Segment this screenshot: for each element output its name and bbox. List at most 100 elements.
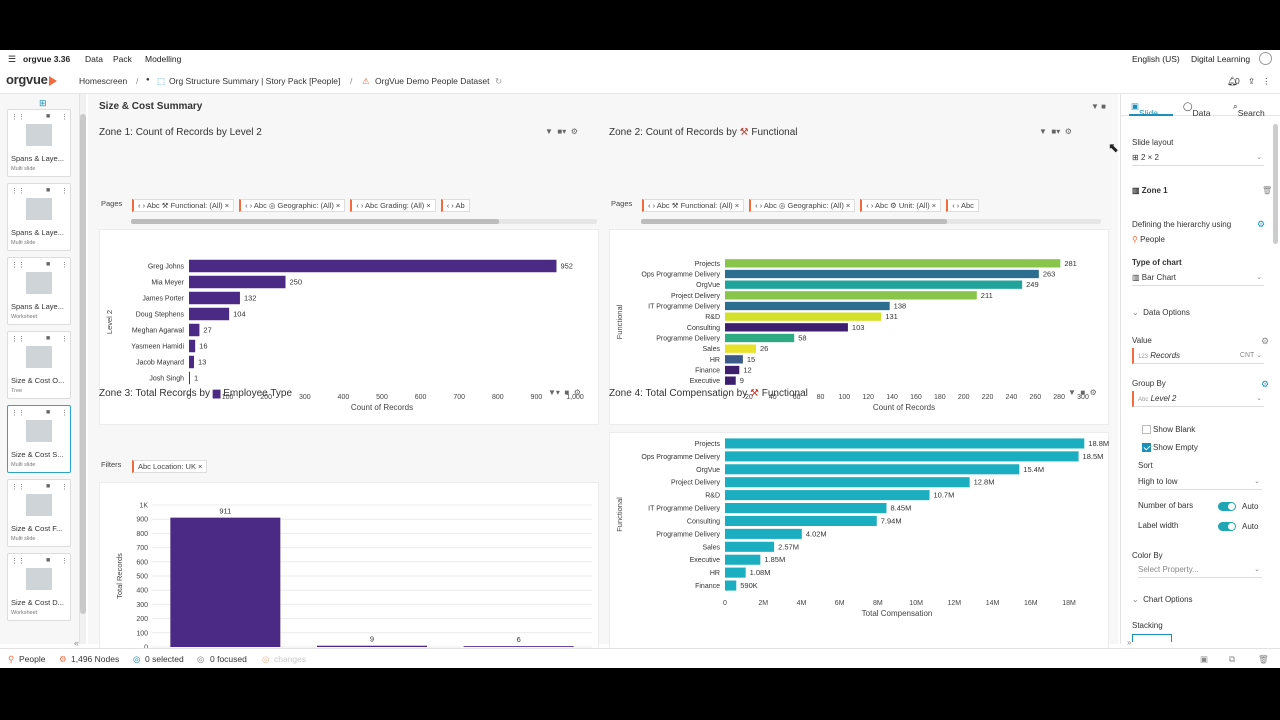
delete-zone-icon[interactable]: 🗑︎ <box>1262 186 1273 195</box>
drag-handle-icon[interactable]: ⋮⋮ <box>11 188 25 195</box>
breadcrumb-homescreen[interactable]: Homescreen <box>79 76 128 86</box>
zone1-chip-more[interactable]: ‹ › Ab <box>440 199 470 212</box>
more-icon[interactable]: ⋮ <box>1262 76 1271 86</box>
refresh-icon[interactable]: ↻ <box>495 76 503 86</box>
value-settings-icon[interactable]: ⚙ <box>1261 336 1270 346</box>
zone1-chip-geographic[interactable]: ‹ › Abc ◎ Geographic: (All) × <box>239 199 346 212</box>
tab-slide[interactable]: ▣ Slide <box>1131 101 1158 118</box>
tick-label: 100 <box>222 394 234 401</box>
slide-card[interactable]: ⋮⋮ ■ ⋮ Size & Cost F... Multi slide <box>7 479 71 547</box>
slide-card[interactable]: ⋮⋮ ■ ⋮ Spans & Laye... Multi slide <box>7 183 71 251</box>
slide-card[interactable]: ⋮⋮ ■ ⋮ Size & Cost O... Tree <box>7 331 71 399</box>
hierarchy-settings-icon[interactable]: ⚙ <box>1257 219 1266 229</box>
add-slide-icon[interactable]: ⊞ <box>39 98 47 108</box>
tab-search[interactable]: ⌕ Search <box>1233 101 1265 118</box>
status-people[interactable]: People <box>19 654 46 664</box>
hierarchy-value[interactable]: ⚲ People <box>1132 235 1165 244</box>
export-icon[interactable]: ▣ <box>1200 654 1209 664</box>
slide-menu-icon[interactable]: ⋮ <box>61 262 68 269</box>
menu-data[interactable]: Data <box>85 54 103 64</box>
group-by-settings-icon[interactable]: ⚙ <box>1261 379 1270 389</box>
share-icon[interactable]: ⇪ <box>1248 76 1256 86</box>
zone2-chip-unit[interactable]: ‹ › Abc ⚙ Unit: (All) × <box>860 199 942 212</box>
drag-handle-icon[interactable]: ⋮⋮ <box>11 262 25 269</box>
copy-icon[interactable]: ⧉ <box>1229 654 1236 664</box>
language-menu[interactable]: English (US) <box>1132 54 1180 64</box>
drag-handle-icon[interactable]: ⋮⋮ <box>11 114 25 121</box>
zone1-filter-icon[interactable]: ▼ <box>545 127 553 136</box>
hamburger-icon[interactable]: ☰ <box>8 54 17 64</box>
slide-list-scrollbar[interactable] <box>80 94 86 644</box>
zone1-chip-grading[interactable]: ‹ › Abc Grading: (All) × <box>350 199 436 212</box>
drag-handle-icon[interactable]: ⋮⋮ <box>11 410 25 417</box>
zone4-filter-icon[interactable]: ▼ <box>1068 388 1076 397</box>
zone3-chart-type-icon[interactable]: ■ <box>564 388 570 397</box>
tab-data[interactable]: ◯ Data <box>1183 101 1211 118</box>
present-icon[interactable]: ■ <box>1101 102 1106 111</box>
scrollbar-thumb[interactable] <box>80 114 86 614</box>
show-empty-checkbox[interactable] <box>1142 443 1151 452</box>
navbar: orgvue Homescreen / ● ⬚ Org Structure Su… <box>0 68 1280 94</box>
zone2-pages-scrollbar[interactable] <box>641 219 1101 224</box>
data-options-section[interactable]: ⌄ Data Options <box>1132 308 1190 317</box>
zone3-chip-location[interactable]: Abc Location: UK × <box>132 460 208 473</box>
slide-menu-icon[interactable]: ⋮ <box>61 336 68 343</box>
slide-card[interactable]: ⋮⋮ ■ ⋮ Size & Cost S... Multi slide <box>7 405 71 473</box>
zone2-filter-icon[interactable]: ▼ <box>1039 127 1047 136</box>
label-width-toggle[interactable] <box>1218 522 1236 531</box>
value-field-select[interactable]: 123 Records CNT ⌄ <box>1132 348 1264 364</box>
slide-layout-select[interactable]: ⊞ 2 × 2 ⌄ <box>1132 150 1264 166</box>
drag-handle-icon[interactable]: ⋮⋮ <box>11 336 25 343</box>
slide-menu-icon[interactable]: ⋮ <box>61 188 68 195</box>
breadcrumb-dataset[interactable]: OrgVue Demo People Dataset <box>375 76 490 86</box>
zone1-chart-type-icon[interactable]: ■▾ <box>557 127 567 136</box>
zone2-chip-functional[interactable]: ‹ › Abc ⚒ Functional: (All) × <box>642 199 745 212</box>
zone2-chip-geographic[interactable]: ‹ › Abc ◎ Geographic: (All) × <box>749 199 856 212</box>
slide-card[interactable]: ⋮⋮ ■ ⋮ Spans & Laye... Worksheet <box>7 257 71 325</box>
filter-icon[interactable]: ▼ <box>1091 102 1099 111</box>
menu-pack[interactable]: Pack <box>113 54 132 64</box>
zone4-settings-icon[interactable]: ⚙ <box>1089 388 1097 397</box>
scrollbar-thumb[interactable] <box>131 219 499 224</box>
zone3-settings-icon[interactable]: ⚙ <box>573 388 581 397</box>
zone2-settings-icon[interactable]: ⚙ <box>1064 127 1072 136</box>
group-by-field-select[interactable]: Abc Level 2 ⌄ <box>1132 391 1264 407</box>
tick-label: 80 <box>817 394 825 401</box>
menu-modelling[interactable]: Modelling <box>145 54 182 64</box>
zone3-chart: 01002003004005006007008009001K911Full ti… <box>99 482 599 668</box>
expand-panel-icon[interactable]: » <box>1127 638 1132 647</box>
collapse-panel-icon[interactable]: « <box>74 638 80 648</box>
slide-menu-icon[interactable]: ⋮ <box>61 558 68 565</box>
breadcrumb-story-pack[interactable]: Org Structure Summary | Story Pack [Peop… <box>169 76 341 86</box>
zone4-chart-type-icon[interactable]: ■ <box>1080 388 1086 397</box>
slide-menu-icon[interactable]: ⋮ <box>61 114 68 121</box>
bell-icon[interactable]: 🔔︎ <box>1227 76 1238 86</box>
slide-menu-icon[interactable]: ⋮ <box>61 410 68 417</box>
chart-type-select[interactable]: ▥ Bar Chart ⌄ <box>1132 270 1264 286</box>
orgvue-logo[interactable]: orgvue <box>6 72 57 87</box>
color-by-select[interactable]: Select Property... ⌄ <box>1138 562 1262 578</box>
drag-handle-icon[interactable]: ⋮⋮ <box>11 558 25 565</box>
slide-menu-icon[interactable]: ⋮ <box>61 484 68 491</box>
sort-select[interactable]: High to low ⌄ <box>1138 474 1262 490</box>
bar <box>170 517 281 647</box>
zone1-chip-functional[interactable]: ‹ › Abc ⚒ Functional: (All) × <box>132 199 235 212</box>
zone1-pages-scrollbar[interactable] <box>131 219 597 224</box>
show-blank-checkbox[interactable] <box>1142 425 1151 434</box>
zone3-filter-icon[interactable]: ▼▾ <box>548 388 560 397</box>
chart-options-section[interactable]: ⌄ Chart Options <box>1132 595 1193 604</box>
digital-learning-link[interactable]: Digital Learning <box>1191 54 1251 64</box>
zone2-chip-more[interactable]: ‹ › Abc <box>946 199 979 212</box>
stacking-option[interactable] <box>1132 634 1172 642</box>
num-bars-toggle[interactable] <box>1218 502 1236 511</box>
scrollbar-thumb[interactable] <box>641 219 947 224</box>
tick-label: 20 <box>745 394 753 401</box>
zone2-chart-type-icon[interactable]: ■▾ <box>1051 127 1061 136</box>
properties-scrollbar[interactable] <box>1273 124 1278 244</box>
slide-card[interactable]: ⋮⋮ ■ ⋮ Spans & Laye... Multi slide <box>7 109 71 177</box>
delete-icon[interactable]: 🗑︎ <box>1258 654 1269 664</box>
drag-handle-icon[interactable]: ⋮⋮ <box>11 484 25 491</box>
slide-card[interactable]: ⋮⋮ ■ ⋮ Size & Cost D... Worksheet <box>7 553 71 621</box>
zone1-settings-icon[interactable]: ⚙ <box>570 127 578 136</box>
user-avatar-icon[interactable] <box>1259 52 1272 65</box>
